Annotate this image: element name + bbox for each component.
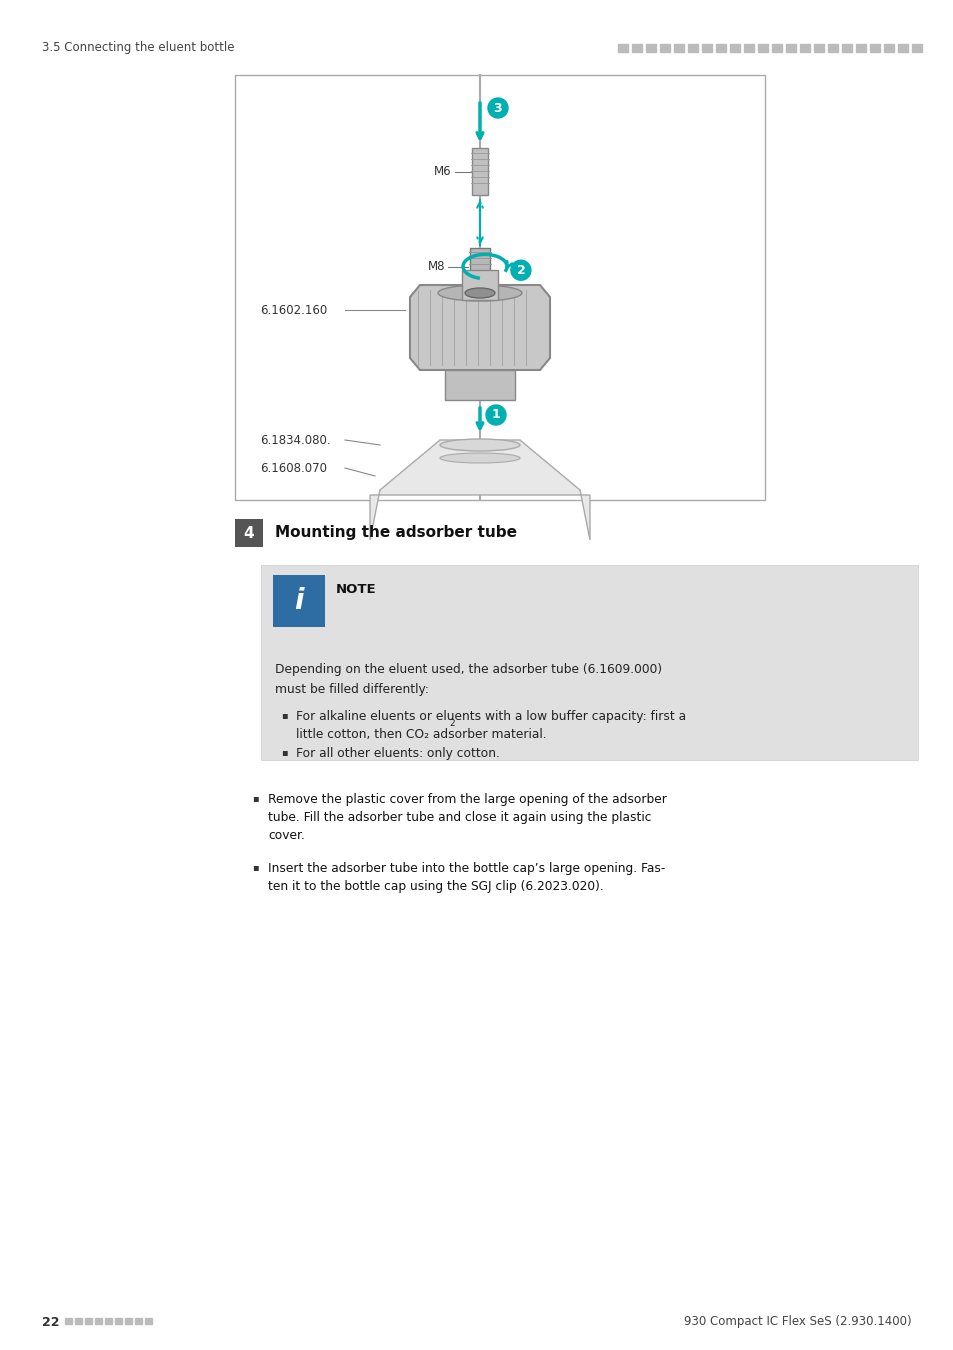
- Bar: [85, 1318, 91, 1324]
- Bar: [855, 45, 865, 53]
- Bar: [631, 45, 641, 53]
- Bar: [673, 45, 683, 53]
- Bar: [729, 45, 740, 53]
- Text: ▪: ▪: [281, 710, 287, 720]
- Text: little cotton, then CO₂ adsorber material.: little cotton, then CO₂ adsorber materia…: [295, 728, 546, 741]
- Ellipse shape: [464, 288, 495, 298]
- Bar: [911, 45, 921, 53]
- Ellipse shape: [437, 285, 521, 301]
- Bar: [105, 1318, 112, 1324]
- Text: ten it to the bottle cap using the SGJ clip (6.2023.020).: ten it to the bottle cap using the SGJ c…: [268, 880, 603, 892]
- Text: M6: M6: [434, 165, 452, 178]
- Text: Insert the adsorber tube into the bottle cap’s large opening. Fas-: Insert the adsorber tube into the bottle…: [268, 863, 664, 875]
- FancyBboxPatch shape: [461, 270, 497, 300]
- Bar: [261, 566, 917, 760]
- Text: 2: 2: [516, 263, 525, 277]
- Bar: [95, 1318, 102, 1324]
- Bar: [827, 45, 837, 53]
- Bar: [115, 1318, 122, 1324]
- Bar: [785, 45, 795, 53]
- Bar: [743, 45, 753, 53]
- Circle shape: [511, 261, 531, 281]
- Bar: [145, 1318, 152, 1324]
- Bar: [234, 518, 263, 547]
- Text: tube. Fill the adsorber tube and close it again using the plastic: tube. Fill the adsorber tube and close i…: [268, 811, 651, 824]
- Text: 3.5 Connecting the eluent bottle: 3.5 Connecting the eluent bottle: [42, 42, 234, 54]
- Text: must be filled differently:: must be filled differently:: [274, 683, 429, 697]
- Bar: [65, 1318, 71, 1324]
- Bar: [125, 1318, 132, 1324]
- FancyBboxPatch shape: [470, 248, 490, 285]
- Text: M8: M8: [427, 261, 444, 273]
- Text: 2: 2: [449, 720, 455, 728]
- Text: For alkaline eluents or eluents with a low buffer capacity: first a: For alkaline eluents or eluents with a l…: [295, 710, 685, 724]
- Bar: [472, 148, 488, 194]
- Bar: [618, 45, 627, 53]
- Bar: [234, 76, 764, 500]
- Text: Mounting the adsorber tube: Mounting the adsorber tube: [274, 525, 517, 540]
- Text: 6.1608.070: 6.1608.070: [260, 462, 327, 474]
- Text: For all other eluents: only cotton.: For all other eluents: only cotton.: [295, 747, 499, 760]
- Polygon shape: [370, 440, 589, 540]
- Text: 22: 22: [42, 1315, 59, 1328]
- Text: 1: 1: [491, 409, 500, 421]
- Bar: [758, 45, 767, 53]
- Text: 6.1602.160: 6.1602.160: [260, 304, 327, 316]
- Bar: [645, 45, 656, 53]
- Bar: [841, 45, 851, 53]
- Bar: [869, 45, 879, 53]
- Text: NOTE: NOTE: [335, 583, 376, 595]
- Bar: [716, 45, 725, 53]
- Bar: [883, 45, 893, 53]
- Ellipse shape: [439, 439, 519, 451]
- Polygon shape: [410, 285, 550, 370]
- Bar: [659, 45, 669, 53]
- Circle shape: [488, 99, 507, 117]
- Text: Depending on the eluent used, the adsorber tube (6.1609.000): Depending on the eluent used, the adsorb…: [274, 663, 661, 676]
- Bar: [771, 45, 781, 53]
- Bar: [75, 1318, 82, 1324]
- Bar: [135, 1318, 142, 1324]
- Text: ▪: ▪: [281, 747, 287, 757]
- Bar: [444, 370, 515, 400]
- Circle shape: [485, 405, 505, 425]
- Text: Remove the plastic cover from the large opening of the adsorber: Remove the plastic cover from the large …: [268, 792, 666, 806]
- Text: 6.1834.080.: 6.1834.080.: [260, 433, 331, 447]
- Bar: [813, 45, 823, 53]
- Bar: [800, 45, 809, 53]
- Bar: [897, 45, 907, 53]
- Text: 3: 3: [493, 101, 502, 115]
- Text: ▪: ▪: [252, 863, 258, 872]
- Bar: [701, 45, 711, 53]
- Text: cover.: cover.: [268, 829, 305, 842]
- Bar: [687, 45, 698, 53]
- Ellipse shape: [439, 454, 519, 463]
- Text: 930 Compact IC Flex SeS (2.930.1400): 930 Compact IC Flex SeS (2.930.1400): [683, 1315, 911, 1328]
- Text: i: i: [294, 587, 303, 616]
- Bar: [273, 575, 325, 626]
- Text: 4: 4: [243, 525, 254, 540]
- Text: ▪: ▪: [252, 792, 258, 803]
